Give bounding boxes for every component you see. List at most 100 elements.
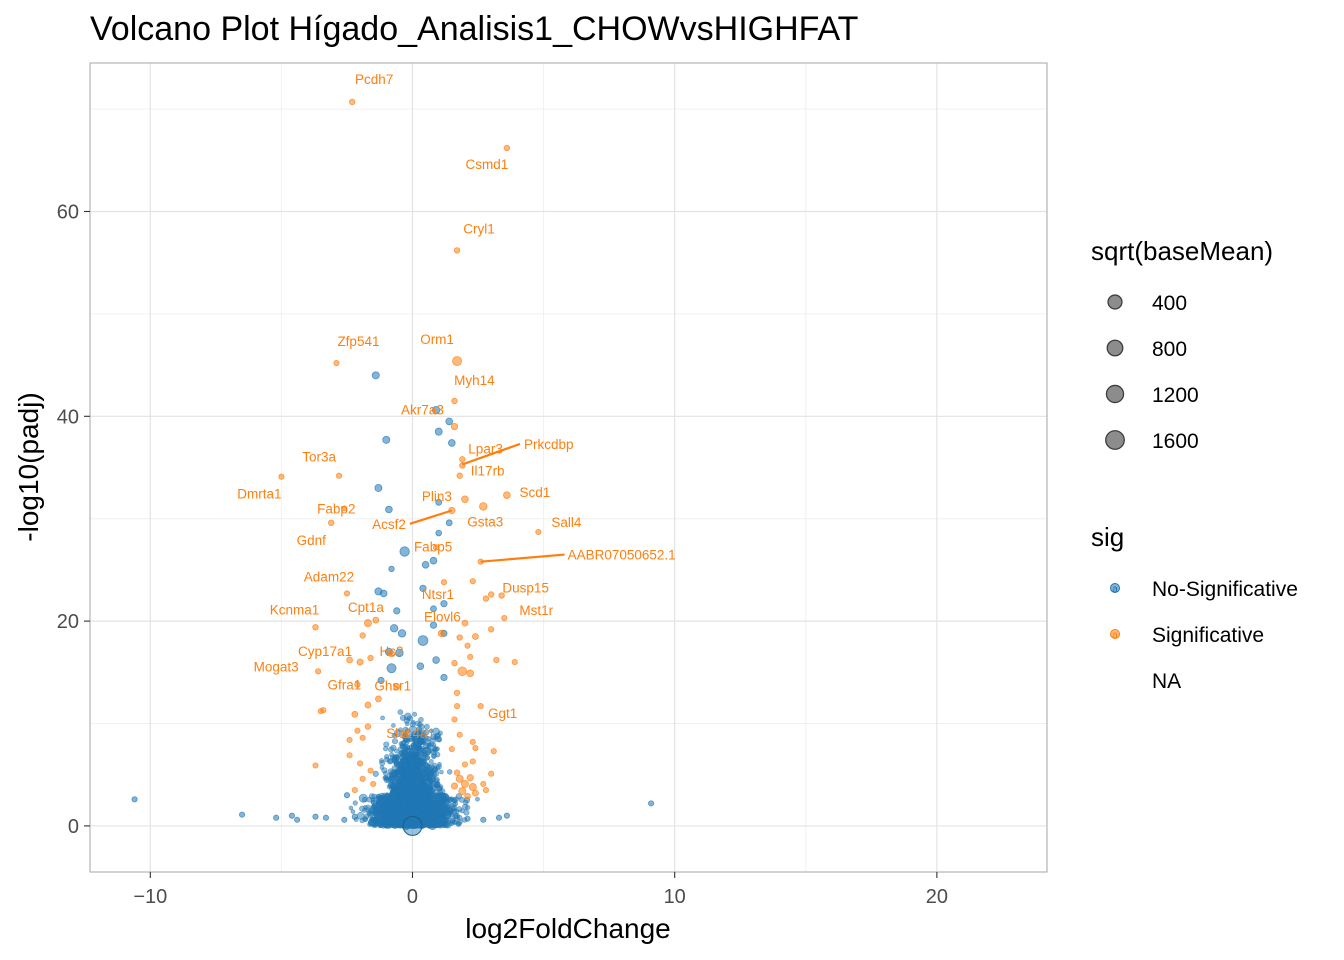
non-significant-point: [430, 605, 437, 613]
cloud-point: [366, 796, 373, 803]
color-legend-key: [1110, 583, 1120, 593]
significant-point: [511, 659, 518, 666]
significant-point: [468, 783, 477, 791]
non-significant-point: [419, 584, 427, 592]
gene-label: AABR07050652.1: [568, 548, 676, 563]
significant-point: [451, 716, 458, 723]
cloud-point: [391, 738, 399, 745]
cloud-point: [438, 784, 444, 790]
cloud-point: [446, 769, 453, 775]
labeled-significant-point: [354, 681, 361, 688]
non-significant-point: [429, 556, 438, 565]
color-legend-label: NA: [1152, 670, 1181, 693]
non-significant-point: [389, 624, 399, 633]
labeled-significant-point: [498, 592, 505, 599]
non-significant-point: [343, 792, 351, 799]
labeled-significant-point: [432, 544, 440, 551]
non-significant-point: [429, 621, 438, 629]
size-legend-key: [1107, 294, 1123, 310]
significant-point: [448, 746, 455, 753]
cloud-point: [408, 725, 418, 735]
cloud-point: [358, 793, 368, 803]
significant-point: [464, 792, 471, 800]
labeled-significant-point: [349, 98, 356, 106]
non-significant-point: [431, 406, 441, 415]
cloud-point: [430, 749, 437, 755]
y-axis-ticks: 0 20 40 60: [57, 201, 90, 838]
color-legend-key-glyph: a: [1112, 584, 1118, 595]
size-legend-label: 1600: [1152, 430, 1199, 453]
non-significant-point: [379, 589, 388, 598]
significant-point: [375, 695, 382, 703]
labeled-significant-point: [479, 502, 488, 511]
non-significant-point: [393, 607, 401, 615]
significant-point: [367, 654, 374, 662]
cloud-point: [384, 812, 390, 818]
cloud-point: [383, 771, 388, 776]
cloud-point: [427, 800, 432, 806]
labeled-significant-point: [315, 668, 322, 675]
non-significant-point: [448, 439, 456, 447]
color-legend-key: [1110, 629, 1120, 639]
cloud-point: [384, 754, 390, 760]
significant-point: [359, 775, 366, 782]
non-significant-point: [386, 663, 397, 674]
non-significant-point: [341, 816, 348, 823]
non-significant-point: [417, 635, 429, 646]
significant-point: [482, 787, 489, 794]
x-tick-label: −10: [133, 886, 167, 908]
labeled-significant-point: [453, 247, 461, 254]
non-significant-point: [421, 560, 430, 569]
significant-point: [454, 703, 461, 710]
panel-border: [89, 62, 1048, 873]
significant-point: [351, 710, 359, 718]
significant-point: [460, 779, 469, 788]
cloud-point: [389, 791, 396, 797]
y-tick-label: 0: [68, 816, 79, 838]
gene-label: Ggt1: [488, 706, 517, 721]
cloud-point: [395, 771, 404, 779]
significant-point: [472, 633, 479, 640]
plot-panel: Pcdh7 Csmd1 Cryl1 Zfp541 Orm1 Myh14 Akr7a3 Lpar…: [89, 62, 1048, 873]
significant-point: [461, 619, 469, 627]
non-significant-point: [374, 484, 383, 492]
gene-label: Ghsr1: [374, 679, 411, 694]
non-significant-point: [351, 813, 358, 820]
labeled-significant-point: [503, 144, 511, 152]
non-significant-point: [445, 519, 453, 527]
cloud-point: [412, 711, 418, 717]
labeled-significant-point: [477, 703, 484, 710]
label-leader-lines: [409, 442, 565, 563]
labeled-significant-point: [451, 397, 458, 405]
significant-point: [472, 789, 479, 797]
gene-label: Csmd1: [466, 157, 509, 172]
cloud-point: [394, 802, 401, 810]
cloud-point: [443, 804, 451, 811]
gene-label: Akr7a3: [401, 403, 444, 418]
non-significant-points: [131, 371, 655, 836]
gene-label: Kcnma1: [270, 602, 320, 617]
cloud-point: [373, 818, 379, 824]
gene-label: Cryl1: [463, 221, 495, 236]
cloud-point: [381, 792, 388, 799]
color-legend-title: sig: [1091, 522, 1124, 552]
cloud-point: [391, 822, 398, 829]
gene-label: Sall4: [551, 515, 582, 530]
significant-point: [359, 632, 366, 639]
cloud-point: [418, 723, 425, 730]
largest-point: [402, 815, 423, 836]
cloud-point: [420, 770, 430, 780]
cloud-point: [428, 759, 434, 764]
gene-label: Cyp17a1: [298, 644, 352, 659]
cloud-point: [399, 781, 410, 791]
cloud-point: [380, 715, 385, 721]
size-legend-title: sqrt(baseMean): [1091, 236, 1273, 266]
cloud-point: [436, 763, 442, 770]
cloud-point: [439, 819, 445, 825]
significant-points: [278, 98, 542, 800]
labeled-significant-point: [401, 731, 409, 739]
cloud-point: [348, 805, 354, 811]
significant-point: [488, 770, 495, 777]
labeled-significant-point: [341, 505, 348, 512]
